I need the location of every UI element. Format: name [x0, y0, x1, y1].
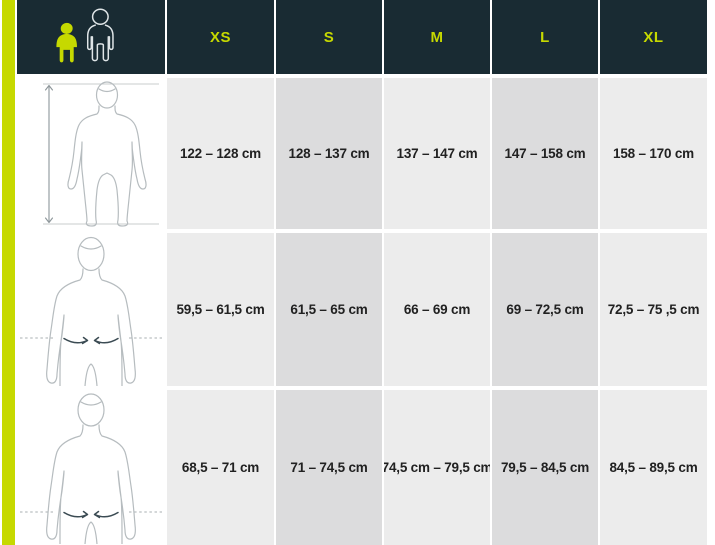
legend-cell	[17, 0, 165, 74]
size-value-cell: 137 – 147 cm	[384, 78, 490, 229]
size-label: S	[323, 28, 335, 46]
waist-measure-figure-icon	[17, 233, 165, 386]
height-measure-figure-icon	[17, 78, 165, 229]
height-s: 128 – 137 cm	[288, 146, 370, 161]
size-label: XL	[643, 28, 664, 46]
size-value-cell: 69 – 72,5 cm	[492, 233, 598, 386]
height-xl: 158 – 170 cm	[613, 146, 694, 161]
child-figure-icon	[56, 23, 77, 63]
legend-figures	[56, 8, 114, 63]
adult-figure-icon	[86, 8, 114, 62]
size-label: L	[540, 28, 550, 46]
size-value-cell: 128 – 137 cm	[276, 78, 382, 229]
size-value-cell: 147 – 158 cm	[492, 78, 598, 229]
size-header-s: S	[276, 0, 382, 74]
waist-xl: 72,5 – 75 ,5 cm	[607, 302, 700, 317]
size-label: M	[430, 28, 444, 46]
hips-xs: 68,5 – 71 cm	[181, 460, 260, 475]
height-l: 147 – 158 cm	[504, 146, 586, 161]
hips-measure-figure-icon	[17, 390, 165, 545]
size-label: XS	[209, 28, 231, 46]
waist-l: 69 – 72,5 cm	[506, 302, 584, 317]
size-header-l: L	[492, 0, 598, 74]
size-value-cell: 158 – 170 cm	[600, 78, 707, 229]
size-table: XS S M L XL 122 – 128 cm 128 – 137 cm 13…	[17, 0, 707, 545]
size-value-cell: 72,5 – 75 ,5 cm	[600, 233, 707, 386]
waist-m: 66 – 69 cm	[403, 302, 471, 317]
size-value-cell: 79,5 – 84,5 cm	[492, 390, 598, 545]
height-xs: 122 – 128 cm	[180, 146, 261, 161]
hips-s: 71 – 74,5 cm	[290, 460, 368, 475]
size-value-cell: 68,5 – 71 cm	[167, 390, 274, 545]
size-value-cell: 61,5 – 65 cm	[276, 233, 382, 386]
size-value-cell: 59,5 – 61,5 cm	[167, 233, 274, 386]
size-header-xs: XS	[167, 0, 274, 74]
waist-xs: 59,5 – 61,5 cm	[176, 302, 265, 317]
hips-m: 74,5 cm – 79,5 cm	[384, 460, 490, 475]
size-value-cell: 74,5 cm – 79,5 cm	[384, 390, 490, 545]
size-value-cell: 84,5 – 89,5 cm	[600, 390, 707, 545]
size-value-cell: 122 – 128 cm	[167, 78, 274, 229]
hips-l: 79,5 – 84,5 cm	[500, 460, 590, 475]
hips-xl: 84,5 – 89,5 cm	[609, 460, 698, 475]
waist-s: 61,5 – 65 cm	[290, 302, 368, 317]
size-header-m: M	[384, 0, 490, 74]
accent-stripe	[2, 0, 15, 545]
size-header-xl: XL	[600, 0, 707, 74]
size-value-cell: 71 – 74,5 cm	[276, 390, 382, 545]
height-m: 137 – 147 cm	[396, 146, 478, 161]
size-value-cell: 66 – 69 cm	[384, 233, 490, 386]
